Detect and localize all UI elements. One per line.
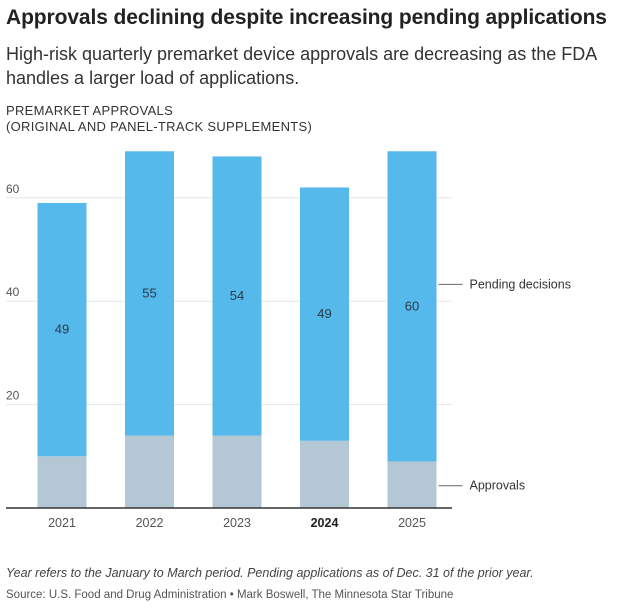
pending-bar-2022 [125, 151, 174, 436]
y-axis-title: PREMARKET APPROVALS (ORIGINAL AND PANEL-… [6, 103, 312, 135]
x-tick-label-2021: 2021 [48, 516, 76, 530]
x-tick-label-2022: 2022 [136, 516, 164, 530]
pending-bar-2024 [300, 187, 349, 441]
chart-subtitle: High-risk quarterly premarket device app… [6, 44, 597, 88]
x-tick-label-2025: 2025 [398, 516, 426, 530]
legend-label-pending-decisions: Pending decisions [470, 277, 571, 291]
y-axis-title-line-2: (ORIGINAL AND PANEL-TRACK SUPPLEMENTS) [6, 119, 313, 134]
source-credit: Source: U.S. Food and Drug Administratio… [6, 589, 454, 601]
approvals-bar-2022 [125, 435, 174, 508]
pending-value-label-2025: 60 [405, 298, 419, 313]
approvals-bar-2024 [300, 440, 349, 508]
approvals-bar-2021 [37, 456, 87, 508]
chart-title: Approvals declining despite increasing p… [6, 6, 607, 29]
pending-bar-2025 [387, 151, 437, 462]
y-tick-label-40: 40 [6, 285, 20, 299]
pending-bar-2023 [212, 156, 262, 436]
pending-value-label-2024: 49 [317, 306, 331, 321]
pending-value-label-2023: 54 [230, 288, 244, 303]
approvals-bar-2023 [212, 435, 262, 508]
pending-value-label-2022: 55 [142, 285, 156, 300]
y-axis-title-line-1: PREMARKET APPROVALS [6, 103, 174, 118]
y-tick-label-20: 20 [6, 389, 20, 403]
pending-value-label-2021: 49 [55, 322, 69, 337]
approvals-bar-2025 [387, 461, 437, 508]
footnote: Year refers to the January to March peri… [6, 566, 534, 580]
y-tick-label-60: 60 [6, 182, 20, 196]
legend-label-approvals: Approvals [470, 479, 526, 493]
x-tick-label-2023: 2023 [223, 516, 251, 530]
pending-bar-2021 [37, 202, 87, 457]
x-tick-label-2024: 2024 [311, 516, 339, 530]
